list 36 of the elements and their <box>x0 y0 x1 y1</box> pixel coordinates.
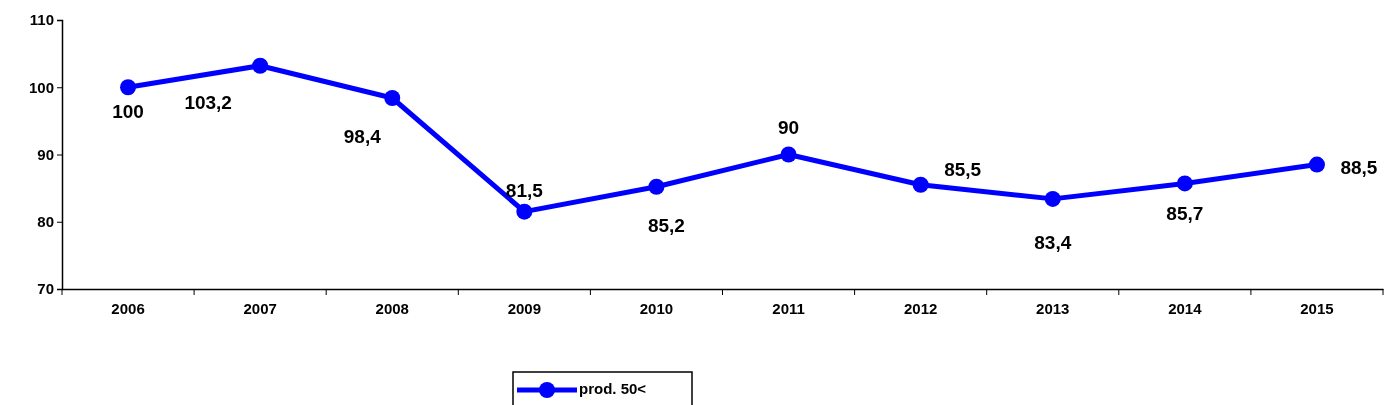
data-label: 85,5 <box>944 158 982 180</box>
y-tick-label: 110 <box>29 11 54 29</box>
point <box>252 57 269 74</box>
data-label: 100 <box>112 101 144 123</box>
data-label: 88,5 <box>1340 156 1378 178</box>
data-label: 81,5 <box>505 179 544 201</box>
data-label: 103,2 <box>184 91 232 113</box>
y-tick-label: 90 <box>37 145 54 163</box>
data-label: 90 <box>777 116 800 138</box>
x-tick-label: 2012 <box>903 299 938 317</box>
point <box>1308 156 1325 173</box>
data-label: 85,2 <box>647 214 685 236</box>
point <box>780 146 797 163</box>
x-tick-label: 2014 <box>1168 299 1203 317</box>
y-tick-label: 70 <box>37 280 54 298</box>
data-label: 83,4 <box>1034 231 1072 253</box>
point <box>912 176 929 193</box>
point <box>516 203 533 220</box>
point <box>1044 190 1061 207</box>
x-tick-label: 2015 <box>1300 299 1334 317</box>
x-tick-label: 2010 <box>639 299 674 317</box>
x-tick-label: 2011 <box>772 299 805 317</box>
x-tick-label: 2007 <box>243 299 277 317</box>
point <box>1176 175 1193 192</box>
y-tick-label: 100 <box>28 78 54 96</box>
data-label: 98,4 <box>343 126 382 148</box>
point <box>120 79 137 96</box>
x-tick-label: 2006 <box>111 299 145 317</box>
x-tick-label: 2013 <box>1036 299 1070 317</box>
x-tick-label: 2008 <box>375 299 409 317</box>
legend-label: prod. 50< <box>579 379 647 397</box>
point <box>384 90 401 107</box>
y-tick-label: 80 <box>37 213 54 231</box>
data-label: 85,7 <box>1166 203 1204 225</box>
point <box>648 178 665 195</box>
x-tick-label: 2009 <box>507 299 542 317</box>
